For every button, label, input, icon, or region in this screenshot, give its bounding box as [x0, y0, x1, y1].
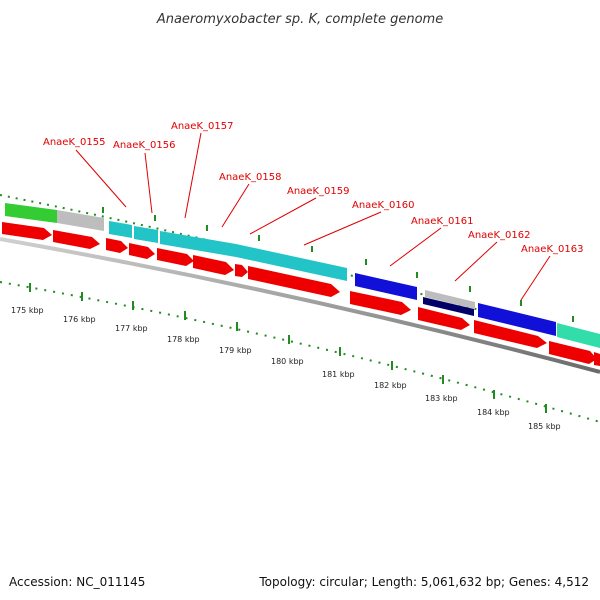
- cds-arrow[interactable]: [53, 230, 100, 249]
- scale-labels: 175 kbp 176 kbp 177 kbp 178 kbp 179 kbp …: [11, 306, 561, 431]
- cds-arrow[interactable]: [549, 341, 597, 364]
- gene-label[interactable]: AnaeK_0157: [171, 121, 233, 132]
- cds-arrow[interactable]: [129, 243, 155, 259]
- feature-block-cyan[interactable]: [160, 231, 236, 257]
- leader-line: [184, 132, 202, 219]
- scale-label: 175 kbp: [11, 306, 44, 315]
- scale-label: 182 kbp: [374, 381, 407, 390]
- gene-label[interactable]: AnaeK_0155: [43, 137, 105, 148]
- cds-arrow[interactable]: [157, 248, 194, 266]
- feature-block-green[interactable]: [5, 203, 57, 223]
- leader-line: [303, 211, 382, 246]
- scale-label: 180 kbp: [271, 357, 304, 366]
- feature-block-navy[interactable]: [423, 297, 474, 316]
- feature-track: [5, 203, 600, 348]
- scale-label: 183 kbp: [425, 394, 458, 403]
- gene-label[interactable]: AnaeK_0156: [113, 140, 175, 151]
- cds-arrow[interactable]: [2, 222, 52, 240]
- outer-tick-ring: [0, 194, 600, 346]
- feature-block-gray[interactable]: [425, 290, 475, 309]
- leader-line: [144, 152, 153, 214]
- leader-line: [221, 183, 250, 228]
- inner-scale-ring: [0, 281, 600, 423]
- leader-line: [520, 255, 551, 301]
- scale-label: 177 kbp: [115, 324, 148, 333]
- feature-block-cyan[interactable]: [109, 221, 132, 238]
- cds-arrow[interactable]: [418, 307, 470, 330]
- cds-track: [2, 222, 600, 366]
- leader-line: [75, 149, 127, 208]
- leader-line: [454, 241, 498, 282]
- scale-label: 178 kbp: [167, 335, 200, 344]
- gene-label[interactable]: AnaeK_0158: [219, 172, 281, 183]
- feature-block-teal[interactable]: [557, 323, 600, 348]
- gene-labels: AnaeK_0155 AnaeK_0156 AnaeK_0157 AnaeK_0…: [43, 121, 583, 255]
- leader-lines: [75, 132, 551, 301]
- scale-label: 184 kbp: [477, 408, 510, 417]
- genome-summary-text: Topology: circular; Length: 5,061,632 bp…: [258, 575, 589, 589]
- gene-label[interactable]: AnaeK_0159: [287, 186, 349, 197]
- cds-arrow[interactable]: [235, 264, 248, 277]
- map-title: Anaeromyxobacter sp. K, complete genome: [156, 12, 443, 27]
- gene-label[interactable]: AnaeK_0161: [411, 216, 473, 227]
- gene-label[interactable]: AnaeK_0162: [468, 230, 530, 241]
- scale-label: 181 kbp: [322, 370, 355, 379]
- cds-arrow[interactable]: [193, 255, 234, 275]
- cds-arrow[interactable]: [474, 320, 547, 348]
- gene-label[interactable]: AnaeK_0163: [521, 244, 583, 255]
- gene-label[interactable]: AnaeK_0160: [352, 200, 414, 211]
- scale-label: 176 kbp: [63, 315, 96, 324]
- cds-arrow[interactable]: [350, 291, 411, 315]
- leader-line: [389, 227, 442, 267]
- accession-text: Accession: NC_011145: [9, 575, 145, 589]
- scale-label: 179 kbp: [219, 346, 252, 355]
- cds-arrow[interactable]: [594, 352, 600, 366]
- feature-block-blue[interactable]: [355, 273, 417, 300]
- feature-block-cyan[interactable]: [134, 226, 158, 243]
- leader-line: [249, 197, 317, 235]
- cds-arrow[interactable]: [106, 238, 128, 253]
- scale-label: 185 kbp: [528, 422, 561, 431]
- genome-backbone: [0, 237, 600, 374]
- feature-block-gray[interactable]: [57, 210, 104, 231]
- cds-arrow[interactable]: [248, 266, 340, 297]
- feature-block-blue[interactable]: [478, 303, 556, 336]
- feature-block-cyan[interactable]: [236, 244, 347, 281]
